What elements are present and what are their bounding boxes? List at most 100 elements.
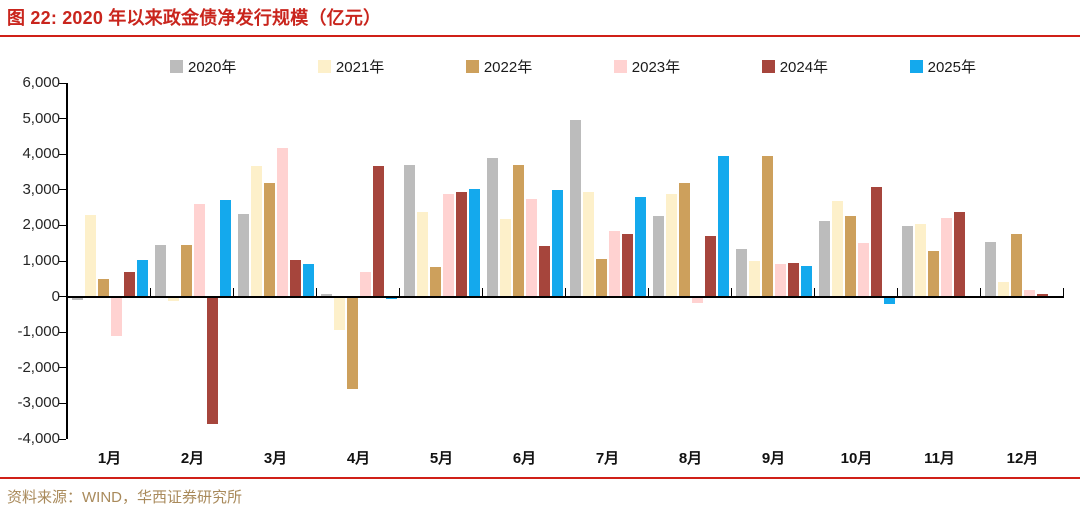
legend-swatch-icon xyxy=(613,60,627,73)
bar xyxy=(455,192,467,297)
x-axis-tick xyxy=(316,287,317,296)
y-axis-tick-label: -4,000 xyxy=(17,430,60,447)
bar xyxy=(1023,289,1035,297)
y-axis-tick xyxy=(59,402,66,404)
bar xyxy=(110,297,122,337)
bar xyxy=(333,297,345,331)
bar xyxy=(154,245,166,297)
x-axis-tick xyxy=(482,287,483,296)
legend-label: 2022年 xyxy=(483,59,533,76)
bar xyxy=(219,199,231,297)
bar xyxy=(883,297,895,304)
bar xyxy=(512,164,524,297)
bar xyxy=(914,223,926,297)
bar xyxy=(237,214,249,297)
legend-label: 2020年 xyxy=(188,59,237,76)
legend-label: 2024年 xyxy=(779,59,829,76)
chart-legend: 2020年 2021年 2022年 2023年 2024年 2025年 xyxy=(170,56,976,77)
x-axis-month-label: 9月 xyxy=(761,450,786,467)
x-axis-tick xyxy=(731,287,732,296)
bar xyxy=(136,259,148,297)
bar xyxy=(468,189,480,297)
bar xyxy=(84,214,96,297)
legend-label: 2025年 xyxy=(927,59,976,76)
y-axis-tick xyxy=(59,153,66,155)
legend-item-2024: 2024年 xyxy=(761,56,829,77)
legend-swatch-icon xyxy=(909,60,923,73)
bar xyxy=(748,261,760,297)
x-axis-month-label: 8月 xyxy=(678,450,703,467)
bar xyxy=(302,264,314,297)
legend-swatch-icon xyxy=(317,60,331,73)
legend-label: 2021年 xyxy=(335,59,385,76)
bar xyxy=(582,192,594,297)
bar xyxy=(359,272,371,297)
bar xyxy=(403,165,415,297)
bar xyxy=(818,221,830,297)
y-axis-tick-label: 3,000 xyxy=(22,180,60,198)
x-axis-month-label: 4月 xyxy=(346,450,371,467)
y-axis-tick xyxy=(59,118,66,120)
x-axis-month-label: 2月 xyxy=(180,450,205,467)
bar xyxy=(569,120,581,297)
y-axis xyxy=(66,83,68,439)
bar xyxy=(704,236,716,297)
footer-divider-rule xyxy=(0,477,1080,479)
bar xyxy=(691,297,703,303)
y-axis-tick-label: 0 xyxy=(51,287,60,305)
x-axis-month-label: 5月 xyxy=(429,450,454,467)
bar xyxy=(678,183,690,297)
x-axis-month-label: 12月 xyxy=(1006,450,1039,467)
bar xyxy=(717,156,729,297)
bar xyxy=(320,293,332,297)
legend-item-2021: 2021年 xyxy=(317,56,385,77)
y-axis-tick-label: -1,000 xyxy=(17,323,60,341)
y-axis-tick-label: 5,000 xyxy=(22,109,60,127)
y-axis-tick-label: 4,000 xyxy=(22,145,60,163)
x-axis-tick xyxy=(150,287,151,296)
bar xyxy=(193,204,205,297)
bar xyxy=(953,212,965,297)
x-axis-tick xyxy=(565,287,566,296)
x-axis-labels: 1月 2月 3月 4月 5月 6月 7月 8月 9月 10月 11月 12月 xyxy=(68,447,1064,467)
bar xyxy=(250,165,262,297)
bar xyxy=(774,263,786,297)
bar xyxy=(289,259,301,297)
plot-area: 6,000 5,000 4,000 3,000 2,000 1,000 0 -1,000 -2,… xyxy=(17,74,1064,447)
bar xyxy=(206,297,218,424)
legend-item-2020: 2020年 xyxy=(170,56,236,77)
bar xyxy=(551,189,563,297)
bar xyxy=(385,297,397,300)
x-axis-month-label: 3月 xyxy=(263,450,288,467)
source-note: 资料来源：WIND，华西证券研究所 xyxy=(7,489,242,506)
bar xyxy=(787,263,799,297)
bar xyxy=(940,217,952,297)
bar xyxy=(372,165,384,297)
x-axis-tick xyxy=(233,287,234,296)
x-axis-month-label: 11月 xyxy=(924,450,955,467)
bar xyxy=(901,226,913,297)
y-axis-tick xyxy=(59,296,66,298)
x-axis-month-label: 10月 xyxy=(840,450,873,467)
y-axis-tick-label: -2,000 xyxy=(17,358,60,376)
y-axis-tick xyxy=(59,367,66,369)
y-axis-tick xyxy=(59,260,66,262)
x-axis-tick xyxy=(399,287,400,296)
bar xyxy=(634,196,646,297)
y-axis-tick xyxy=(59,438,66,440)
bar xyxy=(180,244,192,297)
bar xyxy=(486,157,498,297)
x-axis-tick xyxy=(814,287,815,296)
y-axis-tick xyxy=(59,331,66,333)
bar xyxy=(870,186,882,297)
bar xyxy=(1036,294,1048,297)
bar xyxy=(927,251,939,297)
bar xyxy=(263,183,275,297)
legend-label: 2023年 xyxy=(631,59,681,76)
bar xyxy=(857,243,869,297)
figure-title: 图 22: 2020 年以来政金债净发行规模（亿元） xyxy=(7,8,382,28)
x-axis-month-label: 6月 xyxy=(512,450,537,467)
bar xyxy=(621,233,633,297)
y-axis-tick xyxy=(59,224,66,226)
title-divider-rule xyxy=(0,35,1080,37)
